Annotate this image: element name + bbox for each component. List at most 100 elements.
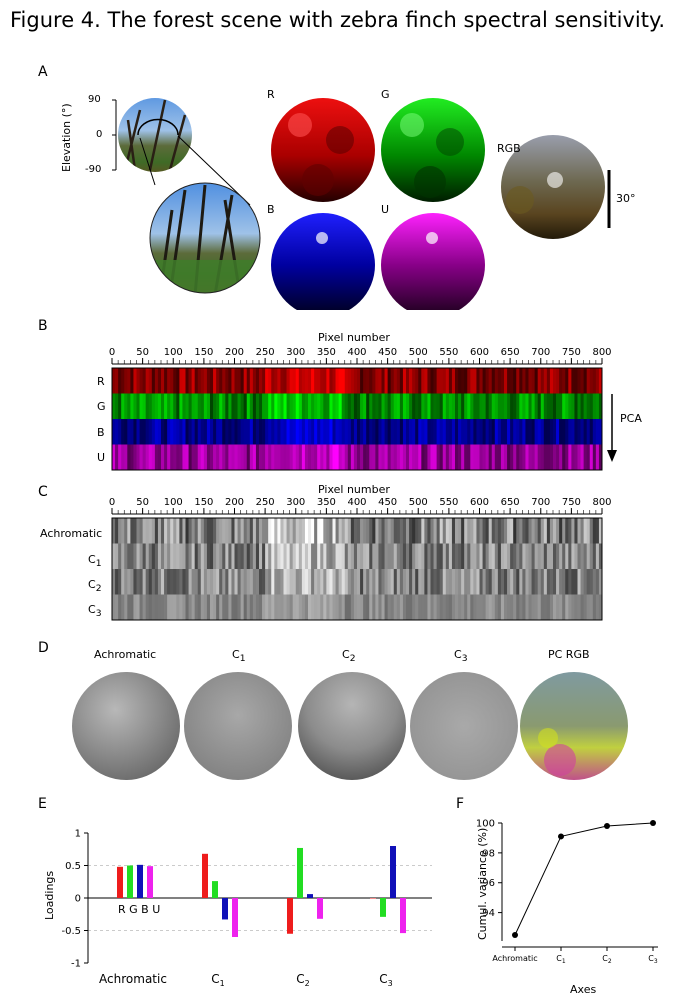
pixel-tick-label: 150	[194, 347, 213, 358]
loading-bar-c1-0	[202, 853, 208, 898]
panel-b-pixel-ticks: 0 50 100 150 200 250 300 350 400 450 500 550 600 650 7…	[109, 347, 612, 365]
loadings-category-label: C3	[379, 972, 392, 988]
loading-bar-c2-1	[297, 847, 303, 898]
panel-b-strips: 0 50 100 150 200 250 300 350 400 450 500 550 600 650 7…	[109, 347, 617, 471]
variance-tick-label: 100	[476, 819, 495, 830]
strip-label-c2: C2	[88, 578, 102, 595]
loading-bar-c1-1	[212, 881, 218, 898]
variance-category-label: C1	[556, 954, 566, 965]
pixel-tick-label: 50	[136, 497, 149, 508]
variance-tick-label: 96	[482, 878, 495, 889]
loading-bar-c2-0	[287, 898, 293, 934]
loading-bar-c1-3	[232, 898, 238, 937]
d-title-c3: C3	[454, 648, 468, 665]
pixel-tick-label: 600	[470, 347, 489, 358]
pixel-tick-label: 700	[531, 347, 550, 358]
strip-label-g: G	[97, 400, 106, 413]
achromatic-image	[72, 672, 180, 780]
pixel-tick-label: 350	[317, 497, 336, 508]
panel-b-axis-title: Pixel number	[318, 331, 390, 344]
panel-b-label: B	[38, 318, 48, 334]
pixel-tick-label: 500	[409, 497, 428, 508]
r-channel-image	[271, 98, 375, 202]
figure-title: Figure 4. The forest scene with zebra fi…	[10, 8, 666, 32]
strip-label-c3: C3	[88, 603, 102, 620]
variance-category-label: Achromatic	[492, 954, 537, 963]
pixel-tick-label: 550	[439, 497, 458, 508]
pixel-tick-label: 0	[109, 347, 115, 358]
loadings-tick-label: -0.5	[61, 926, 81, 937]
loading-bar-c2-2	[307, 894, 313, 898]
pixel-tick-label: 50	[136, 347, 149, 358]
scale-label: 30°	[616, 192, 636, 205]
panel-a-label: A	[38, 64, 48, 80]
loadings-chart: 1 0.5 0 -0.5 -1 Achromatic C1 C2 C3	[61, 829, 432, 988]
loading-bar-c1-2	[222, 898, 228, 920]
variance-point	[604, 822, 610, 829]
pixel-tick-label: 250	[256, 347, 275, 358]
elevation-axis	[112, 99, 117, 171]
loadings-category-label: C2	[296, 972, 309, 988]
pixel-tick-label: 550	[439, 347, 458, 358]
variance-point	[650, 820, 656, 826]
pixel-tick-label: 500	[409, 347, 428, 358]
variance-point	[558, 833, 564, 840]
loading-bar-c3-2	[390, 846, 396, 898]
zoom-outline	[137, 118, 179, 136]
u-channel-image	[381, 213, 485, 310]
panel-a-images	[112, 98, 611, 310]
pixel-tick-label: 800	[592, 347, 611, 358]
d-title-c2: C2	[342, 648, 356, 665]
panel-e-label: E	[38, 796, 47, 812]
strip-label-r: R	[97, 375, 105, 388]
rgb-label: RGB	[497, 142, 521, 155]
pixel-tick-label: 750	[562, 497, 581, 508]
loading-bar-c3-1	[380, 898, 386, 917]
r-channel-label: R	[267, 88, 275, 101]
panel-d-label: D	[38, 640, 49, 656]
u-channel-label: U	[381, 203, 390, 216]
pca-arrow	[607, 394, 617, 462]
pixel-tick-label: 450	[378, 347, 397, 358]
loadings-category-label: Achromatic	[99, 972, 167, 986]
variance-category-label: C2	[602, 954, 612, 965]
pixel-tick-label: 450	[378, 497, 397, 508]
d-title-achromatic: Achromatic	[94, 648, 157, 661]
elevation-axis-label: Elevation (°)	[60, 103, 73, 172]
pixel-tick-label: 0	[109, 497, 115, 508]
loading-bar-c2-3	[317, 898, 323, 919]
pca-label: PCA	[620, 412, 642, 425]
pixel-tick-label: 200	[225, 347, 244, 358]
pixel-tick-label: 100	[164, 497, 183, 508]
b-channel-label: B	[267, 203, 275, 216]
pixel-tick-label: 100	[164, 347, 183, 358]
pixel-tick-label: 750	[562, 347, 581, 358]
pixel-tick-label: 600	[470, 497, 489, 508]
rgb-image	[501, 135, 605, 239]
c3-image	[410, 672, 518, 780]
loadings-tick-label: 1	[75, 829, 81, 840]
pixel-tick-label: 150	[194, 497, 213, 508]
variance-chart: 100 98 96 94 Achromatic C1 C2 C3	[476, 819, 658, 965]
elevation-tick-0: 0	[96, 129, 103, 140]
pixel-tick-label: 350	[317, 347, 336, 358]
pixel-tick-label: 400	[347, 347, 366, 358]
pixel-tick-label: 300	[286, 347, 305, 358]
loadings-tick-label: 0.5	[65, 861, 81, 872]
loading-bar-c3-3	[400, 898, 406, 934]
panel-c-label: C	[38, 484, 48, 500]
loadings-tick-label: -1	[71, 959, 81, 970]
pixel-tick-label: 200	[225, 497, 244, 508]
pixel-tick-label: 700	[531, 497, 550, 508]
panel-c-strips: 0 50 100 150 200 250 300 350 400 450 500 550 600 650 7…	[109, 497, 612, 621]
elevation-tick-minus-90: -90	[85, 164, 102, 175]
elevation-tick-90: 90	[88, 94, 101, 105]
c2-image	[298, 672, 406, 780]
variance-x-axis-label: Axes	[570, 983, 597, 996]
variance-tick-label: 98	[482, 848, 495, 859]
g-channel-label: G	[381, 88, 390, 101]
g-channel-image	[381, 98, 485, 202]
loadings-tick-label: 0	[75, 894, 81, 905]
variance-tick-label: 94	[482, 908, 495, 919]
d-title-c1: C1	[232, 648, 246, 665]
